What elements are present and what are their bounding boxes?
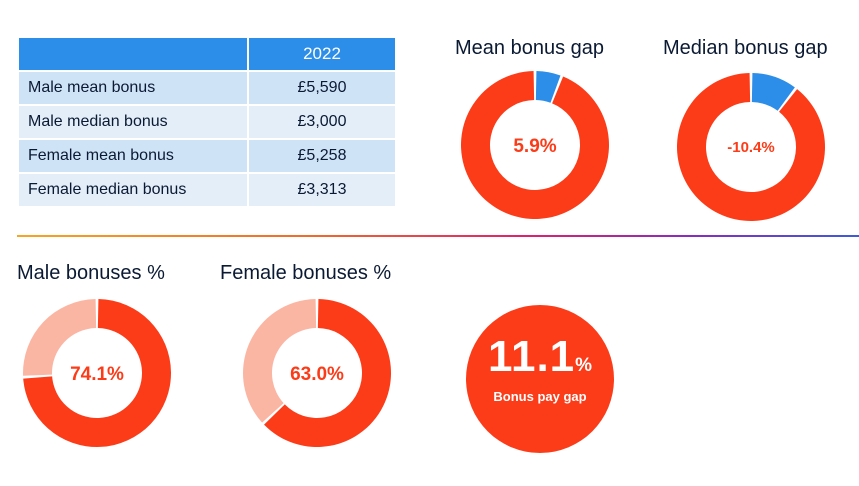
table-header-blank	[19, 38, 247, 70]
table-row: Male median bonus £3,000	[19, 106, 395, 138]
bonus-pay-gap-badge: 11.1% Bonus pay gap	[466, 305, 614, 453]
row-value: £3,313	[249, 174, 395, 206]
bonus-pay-gap-label: Bonus pay gap	[493, 389, 587, 404]
row-label: Female median bonus	[19, 174, 247, 206]
row-value: £3,000	[249, 106, 395, 138]
mean-bonus-gap-title: Mean bonus gap	[455, 37, 605, 59]
row-label: Female mean bonus	[19, 140, 247, 172]
donut-slice-2	[461, 71, 609, 219]
bonus-pay-gap-unit: %	[575, 355, 593, 376]
donut-slice-2	[23, 299, 97, 376]
bonus-pay-gap-value: 11.1	[487, 332, 576, 381]
bonus-summary-table: 2022 Male mean bonus £5,590 Male median …	[17, 36, 397, 208]
row-label: Male mean bonus	[19, 72, 247, 104]
section-divider	[17, 235, 859, 237]
table-row: Female mean bonus £5,258	[19, 140, 395, 172]
row-value: £5,590	[249, 72, 395, 104]
median-bonus-gap-value: -10.4%	[727, 139, 775, 156]
table-row: Male mean bonus £5,590	[19, 72, 395, 104]
table-header-year: 2022	[249, 38, 395, 70]
mean-bonus-gap-donut: 5.9%	[461, 71, 609, 219]
male-bonuses-title: Male bonuses %	[17, 262, 165, 284]
donut-slice-1	[264, 299, 391, 447]
median-bonus-gap-donut: -10.4%	[677, 73, 825, 221]
median-bonus-gap-title: Median bonus gap	[663, 37, 828, 59]
donut-slice-1	[751, 73, 795, 111]
row-value: £5,258	[249, 140, 395, 172]
donut-slice-2	[677, 73, 825, 221]
donut-slice-1	[535, 71, 561, 103]
table-row: Female median bonus £3,313	[19, 174, 395, 206]
female-bonuses-title: Female bonuses %	[220, 262, 392, 284]
male-bonuses-value: 74.1%	[70, 364, 124, 385]
male-bonuses-donut: 74.1%	[23, 299, 172, 447]
table-header-row: 2022	[19, 38, 395, 70]
donut-slice-1	[23, 299, 172, 447]
row-label: Male median bonus	[19, 106, 247, 138]
mean-bonus-gap-value: 5.9%	[513, 136, 556, 157]
donut-slice-2	[243, 299, 317, 423]
female-bonuses-value: 63.0%	[290, 364, 344, 385]
female-bonuses-donut: 63.0%	[243, 299, 391, 447]
